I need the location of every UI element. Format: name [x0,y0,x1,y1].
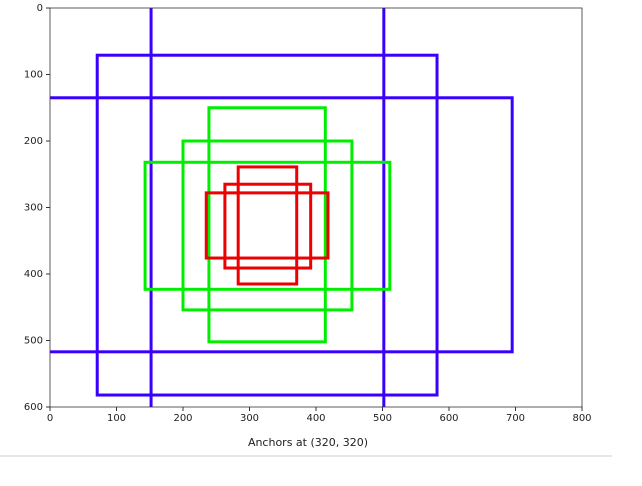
y-tick-label: 300 [24,203,43,214]
anchor-box [50,96,514,354]
x-tick-label: 500 [373,413,392,424]
y-tick-label: 500 [24,336,43,347]
y-tick-label: 400 [24,269,43,280]
x-tick-label: 200 [173,413,192,424]
y-tick-label: 100 [24,70,43,81]
anchor-box [95,53,439,397]
x-tick-label: 0 [47,413,53,424]
y-tick-label: 200 [24,136,43,147]
y-tick-label: 600 [24,402,43,413]
anchor-box [181,139,354,312]
y-tick-label: 0 [37,3,43,14]
anchor-box [236,165,299,286]
anchor-box [223,182,313,270]
plot-area [50,8,582,407]
boxes [50,8,514,407]
anchor-box [207,106,327,344]
x-tick-label: 300 [240,413,259,424]
anchor-box [143,160,392,291]
x-tick-label: 100 [107,413,126,424]
anchor-box [204,191,330,260]
x-tick-label: 800 [572,413,591,424]
x-tick-label: 600 [439,413,458,424]
anchor-box [149,8,386,407]
x-tick-label: 700 [506,413,525,424]
x-axis-label: Anchors at (320, 320) [248,436,368,449]
x-tick-label: 400 [306,413,325,424]
